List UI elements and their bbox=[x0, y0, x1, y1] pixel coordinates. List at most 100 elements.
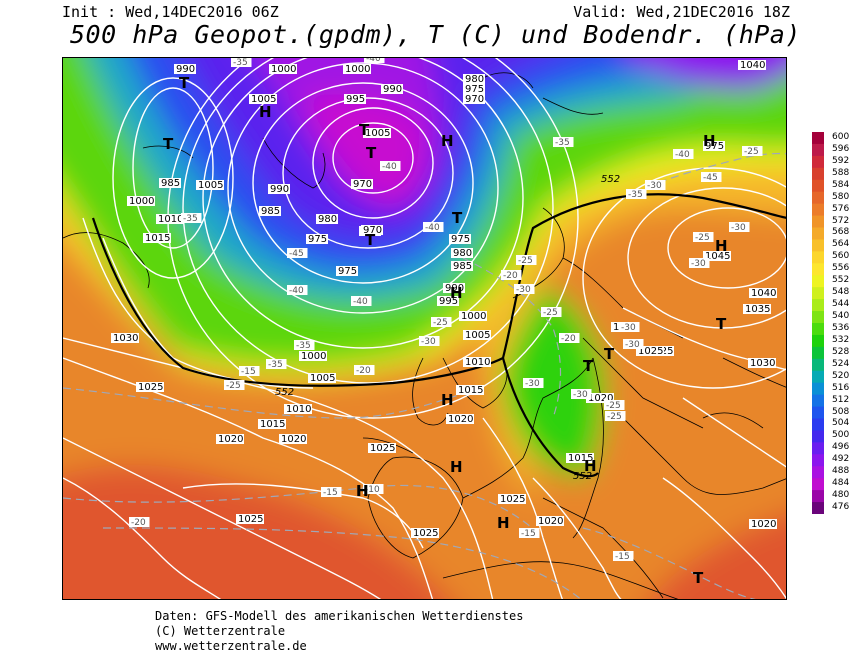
color-scale-swatch bbox=[812, 275, 824, 288]
pressure-label-bg bbox=[463, 84, 485, 94]
pressure-label-bg bbox=[451, 261, 473, 271]
temperature-label-bg bbox=[266, 359, 287, 369]
color-scale-bar bbox=[812, 132, 824, 514]
color-scale-swatch bbox=[812, 430, 824, 443]
temperature-label-bg bbox=[523, 378, 544, 388]
temperature-label-bg bbox=[364, 58, 385, 63]
color-scale-swatch bbox=[812, 263, 824, 276]
pressure-label-bg bbox=[259, 206, 281, 216]
color-scale-label: 476 bbox=[832, 502, 850, 513]
pressure-label: 1005 bbox=[251, 94, 276, 105]
temperature-label: -30 bbox=[731, 223, 746, 233]
color-scale-label: 548 bbox=[832, 287, 850, 298]
pressure-label-bg bbox=[127, 196, 155, 206]
color-scale-swatch bbox=[812, 215, 824, 228]
color-scale-label: 576 bbox=[832, 203, 850, 214]
pressure-label-bg bbox=[636, 346, 664, 356]
pressure-label: 1030 bbox=[750, 358, 775, 369]
pressure-label: 975 bbox=[338, 266, 357, 277]
color-scale-label: 492 bbox=[832, 454, 850, 465]
color-scale-swatch bbox=[812, 143, 824, 157]
temperature-label-bg bbox=[689, 258, 710, 268]
color-scale-swatch bbox=[812, 346, 824, 360]
high-pressure-center: H bbox=[703, 132, 716, 150]
temperature-label: -25 bbox=[606, 401, 621, 411]
pressure-label-bg bbox=[463, 94, 485, 104]
temperature-label-bg bbox=[605, 411, 626, 421]
pressure-label-bg bbox=[749, 288, 777, 298]
pressure-label: 970 bbox=[353, 179, 372, 190]
temperature-label: -30 bbox=[525, 379, 540, 389]
pressure-label-bg bbox=[536, 516, 564, 526]
pressure-label: 995 bbox=[439, 296, 458, 307]
pressure-label-bg bbox=[368, 443, 396, 453]
pressure-label: 1020 bbox=[218, 434, 243, 445]
pressure-label-bg bbox=[269, 64, 297, 74]
pressure-label: 1015 bbox=[260, 419, 285, 430]
pressure-label: 1035 bbox=[745, 304, 770, 315]
temperature-label-bg bbox=[701, 172, 722, 182]
color-scale-swatch bbox=[812, 442, 824, 455]
pressure-label-bg bbox=[363, 128, 391, 138]
pressure-label-bg bbox=[216, 434, 244, 444]
color-scale-swatch bbox=[812, 155, 824, 169]
pressure-label-bg bbox=[351, 179, 373, 189]
pressure-label: 1025 bbox=[638, 346, 663, 357]
temperature-label-bg bbox=[181, 213, 202, 223]
temperature-label-bg bbox=[321, 487, 342, 497]
pressure-label: 1025 bbox=[413, 528, 438, 539]
pressure-label-bg bbox=[443, 283, 465, 293]
pressure-label: 1045 bbox=[705, 251, 730, 262]
low-pressure-center: T bbox=[179, 74, 190, 92]
chart-title: 500 hPa Geopot.(gpdm), T (C) und Bodendr… bbox=[70, 20, 801, 49]
temperature-label-bg bbox=[423, 222, 444, 232]
temperature-label: -25 bbox=[543, 308, 558, 318]
temperature-label-bg bbox=[645, 180, 666, 190]
pressure-label: 975 bbox=[465, 84, 484, 95]
color-scale-label: 500 bbox=[832, 430, 850, 441]
color-scale-swatch bbox=[812, 358, 824, 372]
color-scale-swatch bbox=[812, 287, 824, 300]
color-scale-label: 480 bbox=[832, 490, 850, 501]
color-scale-swatch bbox=[812, 502, 824, 514]
color-scale-label: 512 bbox=[832, 394, 850, 405]
pressure-label: 1015 bbox=[568, 453, 593, 464]
init-time-label: Init : Wed,14DEC2016 06Z bbox=[62, 3, 279, 21]
footer-website[interactable]: www.wetterzentrale.de bbox=[155, 639, 307, 653]
pressure-label-bg bbox=[156, 214, 184, 224]
temperature-label: -35 bbox=[555, 138, 570, 148]
high-pressure-center: H bbox=[356, 482, 369, 500]
pressure-label: 990 bbox=[176, 64, 195, 75]
color-scale-label: 524 bbox=[832, 358, 850, 369]
pressure-label-bg bbox=[463, 74, 485, 84]
temperature-label-bg bbox=[224, 380, 245, 390]
pressure-label-bg bbox=[437, 296, 459, 306]
low-pressure-center: T bbox=[716, 315, 727, 333]
pressure-label: 970 bbox=[363, 225, 382, 236]
geopotential-labels-group: 552 552 552 bbox=[275, 174, 620, 482]
pressure-label: 985 bbox=[261, 206, 280, 217]
temperature-label: -15 bbox=[521, 529, 536, 539]
pressure-label-bg bbox=[249, 94, 277, 104]
temperature-label-bg bbox=[380, 161, 401, 171]
pressure-label: 990 bbox=[270, 184, 289, 195]
temperature-label: -35 bbox=[183, 214, 198, 224]
temperature-label: -35 bbox=[296, 341, 311, 351]
temperature-label-bg bbox=[613, 551, 634, 561]
color-scale-swatch bbox=[812, 454, 824, 467]
color-scale-label: 520 bbox=[832, 370, 850, 381]
low-pressure-center: T bbox=[583, 357, 594, 375]
high-pressure-center: H bbox=[441, 391, 454, 409]
color-scale-label: 540 bbox=[832, 311, 850, 322]
pressure-label: 1010 bbox=[465, 357, 490, 368]
color-scale-label: 600 bbox=[832, 131, 850, 142]
pressure-label-bg bbox=[463, 357, 491, 367]
pressure-label: 1000 bbox=[345, 64, 370, 75]
pressure-label: 970 bbox=[465, 94, 484, 105]
pressure-label-bg bbox=[299, 351, 327, 361]
pressure-label: 985 bbox=[453, 261, 472, 272]
temperature-label-bg bbox=[516, 255, 537, 265]
temperature-label: -30 bbox=[647, 181, 662, 191]
temperature-label-bg bbox=[287, 248, 308, 258]
